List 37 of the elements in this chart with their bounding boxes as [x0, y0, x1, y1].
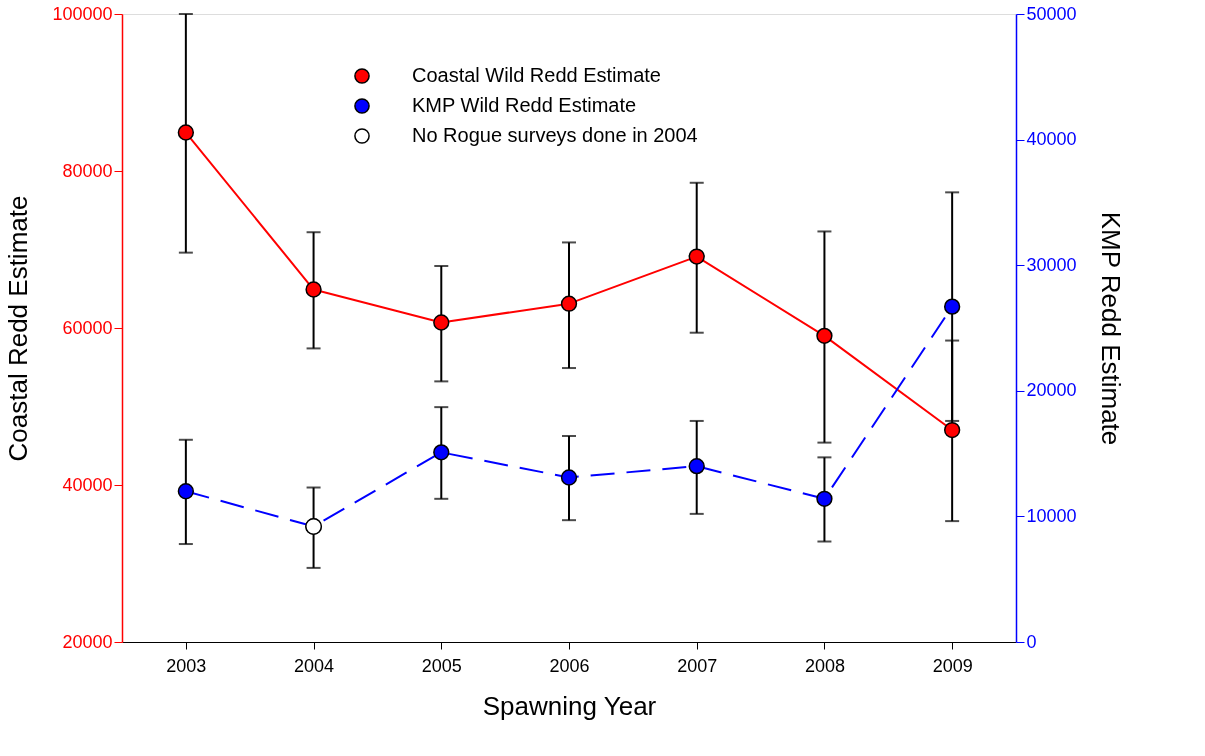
y2-axis-title: KMP Redd Estimate [1095, 211, 1126, 446]
y2-tick-label: 30000 [1026, 254, 1077, 275]
point [688, 248, 705, 265]
legend-label: KMP Wild Redd Estimate [412, 94, 637, 116]
legend-label: Coastal Wild Redd Estimate [412, 64, 661, 86]
point [433, 444, 450, 461]
point [177, 124, 195, 141]
x-axis-title: Spawning Year [482, 690, 657, 721]
y2-tick-label: 0 [1026, 631, 1037, 652]
y-tick-label: 60000 [62, 317, 113, 338]
y2-tick-label: 10000 [1026, 505, 1077, 526]
point [305, 281, 322, 298]
point [943, 421, 961, 439]
legend-label: No Rogue surveys done in 2004 [412, 124, 698, 146]
point [816, 490, 833, 507]
point [688, 458, 705, 475]
x-tick-label: 2006 [549, 655, 590, 676]
x-tick-label: 2009 [932, 655, 973, 676]
y-tick-label: 100000 [52, 3, 113, 24]
y-tick-label: 40000 [62, 474, 113, 495]
point [560, 469, 578, 486]
x-tick-label: 2003 [166, 655, 207, 676]
point [433, 314, 450, 331]
x-tick-label: 2007 [677, 655, 718, 676]
point [943, 298, 961, 315]
x-tick-label: 2008 [804, 655, 845, 676]
y2-tick-label: 40000 [1026, 129, 1077, 150]
y2-tick-label: 50000 [1026, 3, 1077, 24]
x-tick-label: 2004 [294, 655, 335, 676]
point [560, 295, 578, 312]
point [177, 483, 195, 500]
y-axis-title: Coastal Redd Estimate [3, 195, 34, 462]
y-tick-label: 80000 [62, 160, 113, 181]
y2-tick-label: 20000 [1026, 380, 1077, 401]
x-tick-label: 2005 [421, 655, 462, 676]
y-tick-label: 20000 [62, 631, 113, 652]
point [816, 327, 833, 344]
